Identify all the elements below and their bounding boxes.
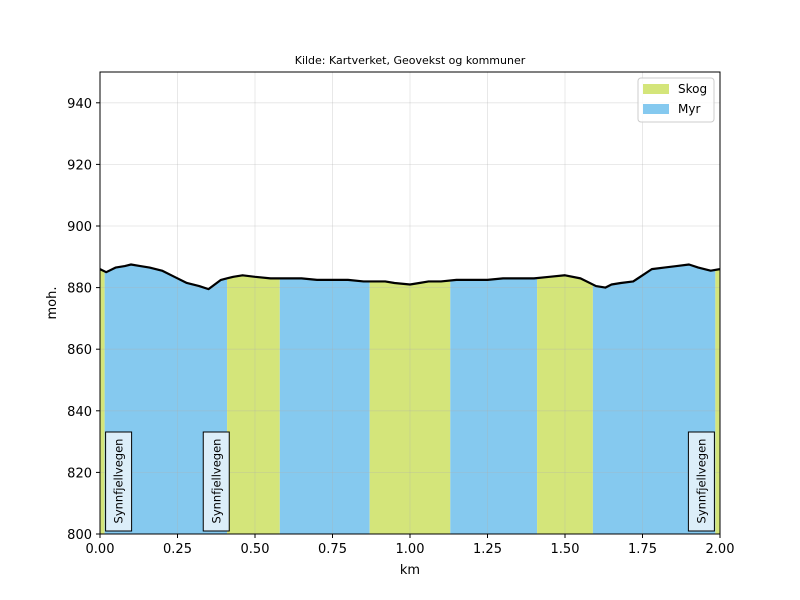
y-tick-label: 900: [67, 220, 92, 235]
y-tick-label: 940: [67, 97, 92, 112]
road-annotation-box: [105, 431, 133, 532]
land-cover-band-myr: [279, 278, 370, 534]
y-axis-label: moh.: [45, 287, 60, 320]
road-annotation: Synnfjellvegen: [202, 431, 230, 532]
land-cover-band-skog: [537, 275, 593, 534]
y-tick-label: 860: [67, 343, 92, 358]
land-cover-band-skog: [369, 280, 451, 534]
road-annotation: Synnfjellvegen: [105, 431, 133, 532]
x-tick-label: 1.75: [628, 542, 657, 557]
elevation-line: [99, 263, 721, 291]
road-annotations: Synnfjellvegen Synnfjellvegen Synnfjellveg…: [105, 431, 715, 532]
y-tick-label: 800: [67, 528, 92, 543]
x-tick-label: 0.50: [241, 542, 270, 557]
legend-swatch-skog: [643, 84, 669, 94]
x-tick-label: 0.75: [318, 542, 347, 557]
land-cover-band-skog: [227, 275, 280, 534]
land-cover-band-skog: [715, 269, 720, 534]
road-annotation-label: Synnfjellvegen: [209, 439, 223, 524]
road-annotation-box: [202, 431, 230, 532]
land-cover-band-skog: [100, 269, 105, 534]
land-cover-band-myr: [104, 264, 228, 534]
legend-label-skog: Skog: [678, 82, 707, 96]
legend-label-myr: Myr: [678, 102, 700, 116]
land-cover-band-myr: [592, 264, 716, 534]
x-axis-label: km: [400, 563, 420, 578]
y-tick-label: 880: [67, 282, 92, 297]
x-tick-label: 0.00: [86, 542, 115, 557]
land-cover-band-myr: [450, 278, 538, 534]
road-annotation-label: Synnfjellvegen: [112, 439, 126, 524]
y-axis-ticks: 800 820 840 860 880 900 920 940: [67, 97, 100, 543]
legend-swatch-myr: [643, 104, 669, 114]
x-tick-label: 1.00: [396, 542, 425, 557]
legend: Skog Myr: [637, 77, 715, 123]
x-tick-label: 1.25: [473, 542, 502, 557]
y-tick-label: 820: [67, 466, 92, 481]
y-tick-label: 840: [67, 405, 92, 420]
x-tick-label: 0.25: [163, 542, 192, 557]
y-tick-label: 920: [67, 158, 92, 173]
x-tick-label: 1.50: [551, 542, 580, 557]
road-annotation-label: Synnfjellvegen: [694, 439, 708, 524]
road-annotation-box: [687, 431, 715, 532]
x-tick-label: 2.00: [706, 542, 735, 557]
road-annotation: Synnfjellvegen: [687, 431, 715, 532]
chart-title: Kilde: Kartverket, Geovekst og kommuner: [295, 54, 526, 67]
land-cover-bands: [100, 264, 720, 534]
x-axis-ticks: 0.00 0.25 0.50 0.75 1.00 1.25 1.50 1.75 2.00: [86, 534, 735, 557]
